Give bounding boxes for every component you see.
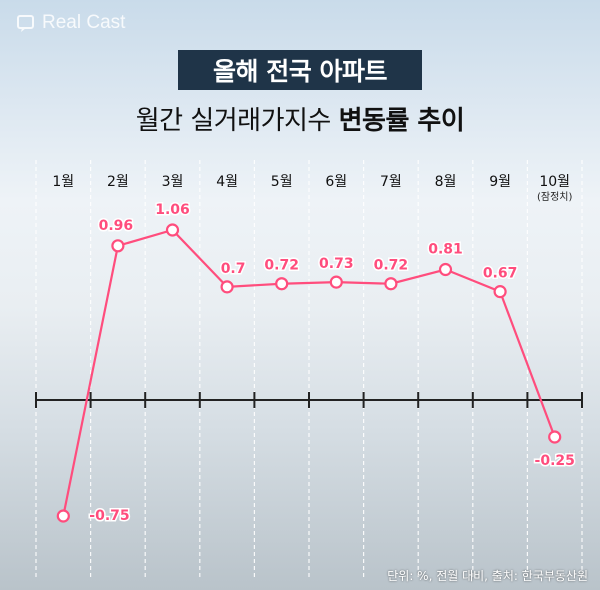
data-label: 0.73 bbox=[319, 256, 354, 272]
data-point bbox=[438, 262, 453, 277]
source-note: 단위: %, 전월 대비, 출처: 한국부동산원 bbox=[387, 569, 588, 583]
provisional-note: (잠정치) bbox=[537, 191, 573, 203]
data-label: 1.06 bbox=[155, 202, 190, 218]
x-tick-label: 10월 bbox=[539, 174, 570, 190]
data-label: -0.25 bbox=[535, 453, 575, 469]
series-line bbox=[62, 228, 556, 517]
data-point bbox=[220, 280, 234, 294]
x-tick-label: 5월 bbox=[271, 174, 293, 190]
data-label: 0.72 bbox=[264, 258, 299, 274]
title-line2-bold: 변동률 추이 bbox=[338, 106, 465, 136]
data-point bbox=[548, 430, 562, 444]
data-point bbox=[56, 509, 70, 523]
data-point bbox=[111, 239, 125, 253]
x-tick-label: 7월 bbox=[380, 174, 402, 190]
x-tick-label: 3월 bbox=[162, 174, 184, 190]
data-label: -0.75 bbox=[89, 508, 129, 524]
data-point bbox=[329, 275, 343, 289]
x-tick-label: 4월 bbox=[216, 174, 238, 190]
x-tick-label: 9월 bbox=[489, 174, 511, 190]
data-label: 0.72 bbox=[374, 258, 409, 274]
data-label: 0.7 bbox=[221, 261, 246, 277]
title-line1: 올해 전국 아파트 bbox=[178, 50, 422, 90]
data-point bbox=[384, 277, 398, 291]
data-label: 0.67 bbox=[483, 266, 518, 282]
data-point bbox=[275, 277, 289, 291]
data-point bbox=[165, 223, 180, 237]
realcast-logo-icon bbox=[17, 15, 34, 32]
x-tick-label: 8월 bbox=[435, 174, 457, 190]
x-tick-label: 1월 bbox=[52, 174, 74, 190]
data-label: 0.81 bbox=[428, 242, 463, 258]
data-label: 0.96 bbox=[99, 218, 134, 234]
title-line2: 월간 실거래가지수 변동률 추이 bbox=[0, 100, 600, 137]
logo-text: Real Cast bbox=[42, 12, 126, 33]
title-line2-plain: 월간 실거래가지수 bbox=[135, 106, 339, 136]
logo: Real Cast bbox=[16, 12, 125, 34]
data-point bbox=[493, 285, 507, 299]
x-tick-label: 6월 bbox=[325, 174, 347, 190]
x-tick-label: 2월 bbox=[107, 174, 129, 190]
